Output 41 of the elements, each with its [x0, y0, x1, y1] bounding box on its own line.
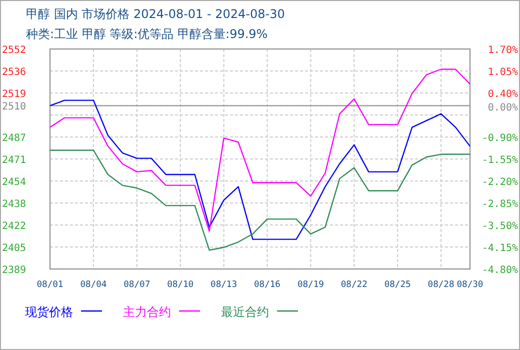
y2-tick-label: -2.85%: [482, 199, 518, 210]
chart-title: 甲醇 国内 市场价格 2024-08-01 - 2024-08-30: [26, 7, 285, 21]
y2-tick-label: -4.80%: [482, 265, 518, 276]
y-tick-label: 2552: [2, 45, 26, 56]
y2-tick-label: 1.70%: [488, 45, 518, 56]
y-tick-label: 2389: [2, 265, 26, 276]
chart-subtitle: 种类:工业 甲醇 等级:优等品 甲醇含量:99.9%: [26, 27, 268, 41]
y2-tick-label: -3.50%: [482, 221, 518, 232]
y-tick-label: 2454: [2, 177, 26, 188]
y-tick-label: 2471: [2, 155, 26, 166]
y-tick-label: 2487: [2, 133, 26, 144]
x-tick-label: 08/19: [297, 280, 324, 290]
line-series: [49, 68, 471, 232]
y-tick-label: 2405: [2, 243, 26, 254]
y-tick-label: 2519: [2, 89, 26, 100]
y2-tick-label: -2.20%: [482, 177, 518, 188]
x-tick-label: 08/28: [428, 280, 454, 290]
x-tick-label: 08/13: [210, 280, 238, 290]
line-series: [49, 150, 471, 251]
y2-tick-label: 1.05%: [488, 67, 518, 78]
x-tick-label: 08/01: [36, 280, 64, 290]
y2-tick-label: -0.90%: [482, 133, 518, 144]
x-tick-label: 08/22: [340, 280, 368, 290]
y2-tick-label: 0.00%: [488, 102, 518, 114]
legend-label: 最近合约: [221, 305, 269, 319]
legend-label: 现货价格: [25, 305, 73, 319]
y-tick-label: 2510: [2, 102, 26, 113]
x-tick-label: 08/30: [456, 280, 484, 290]
x-tick-label: 08/04: [80, 280, 107, 290]
y-tick-label: 2422: [2, 221, 26, 232]
y2-tick-label: -1.55%: [482, 155, 518, 166]
x-tick-label: 08/16: [254, 280, 280, 290]
y-tick-label: 2536: [2, 67, 26, 78]
y-tick-label: 2438: [2, 199, 26, 210]
y2-tick-label: -4.15%: [482, 243, 518, 254]
y2-tick-label: 0.40%: [488, 89, 518, 100]
line-series: [49, 100, 471, 240]
x-tick-label: 08/10: [167, 280, 194, 290]
legend-label: 主力合约: [123, 305, 171, 319]
x-tick-label: 08/25: [384, 280, 411, 290]
x-tick-label: 08/07: [124, 280, 150, 290]
